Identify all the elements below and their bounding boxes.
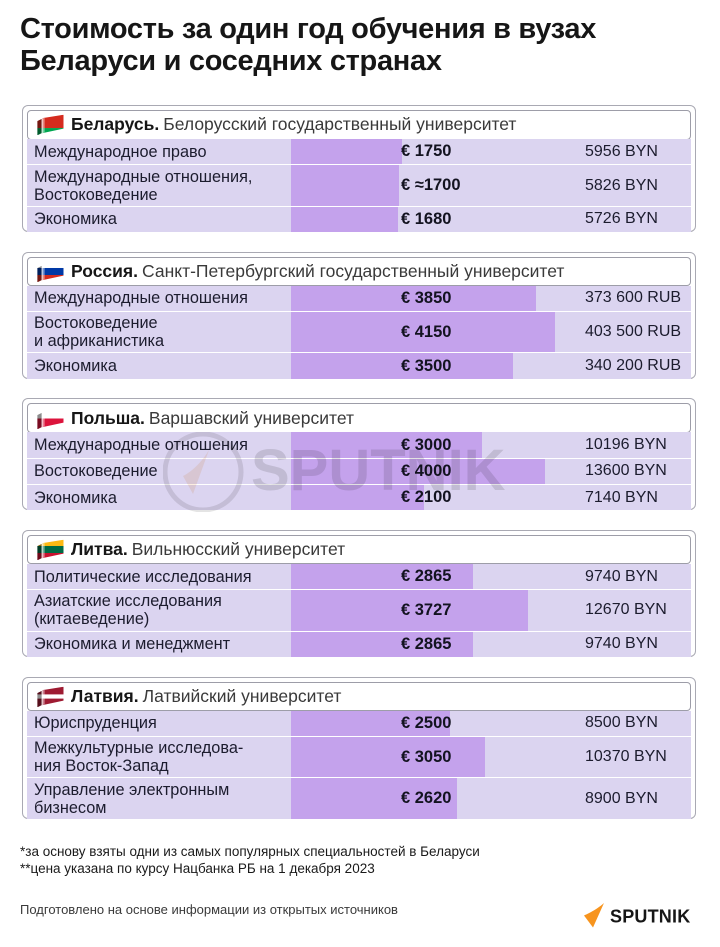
- svg-text:SPUTNIK: SPUTNIK: [610, 907, 690, 927]
